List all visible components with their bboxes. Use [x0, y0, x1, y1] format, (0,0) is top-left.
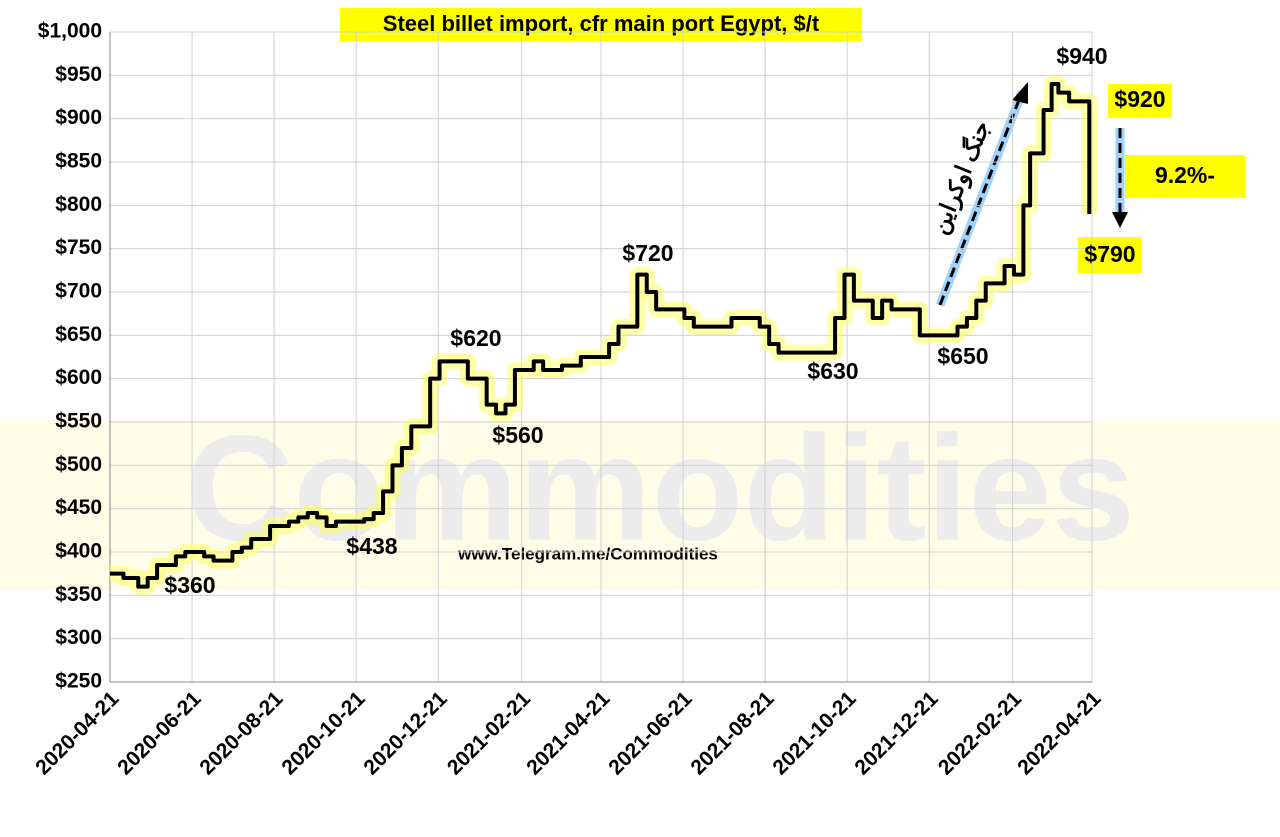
arrow-head	[1012, 82, 1028, 104]
label-box	[1125, 155, 1245, 198]
subtitle: www.Telegram.me/Commodities	[457, 544, 718, 563]
annotation: $438	[346, 533, 397, 559]
y-tick-label: $400	[55, 540, 102, 563]
annotation: $630	[807, 358, 858, 384]
y-tick-label: $300	[55, 626, 102, 649]
y-tick-label: $1,000	[38, 20, 102, 43]
annotation: $650	[937, 343, 988, 369]
y-tick-label: $950	[55, 63, 102, 86]
arrow	[938, 91, 1024, 306]
line	[110, 82, 1092, 589]
y-tick-label: $550	[55, 410, 102, 433]
watermark: Commodities	[185, 404, 1135, 572]
annotation: $720	[622, 240, 673, 266]
annotation: $560	[492, 422, 543, 448]
annotation: $620	[450, 325, 501, 351]
annotation: $920	[1114, 86, 1165, 112]
arrow-head	[1112, 212, 1128, 228]
y-tick-label: $450	[55, 496, 102, 519]
y-tick-label: $750	[55, 236, 102, 259]
y-tick-label: $500	[55, 453, 102, 476]
annotation: $940	[1056, 43, 1107, 69]
y-tick-label: $650	[55, 323, 102, 346]
annotation: $360	[164, 572, 215, 598]
y-tick-label: $350	[55, 583, 102, 606]
y-tick-label: $700	[55, 280, 102, 303]
y-tick-label: $600	[55, 366, 102, 389]
annotation: $790	[1084, 241, 1135, 267]
y-tick-label: $800	[55, 193, 102, 216]
y-tick-label: $900	[55, 106, 102, 129]
label-box	[1078, 237, 1142, 273]
label-box	[1108, 84, 1172, 118]
y-tick-label: $250	[55, 670, 102, 693]
annotation: 9.2%-	[1155, 162, 1215, 188]
y-tick-label: $850	[55, 150, 102, 173]
